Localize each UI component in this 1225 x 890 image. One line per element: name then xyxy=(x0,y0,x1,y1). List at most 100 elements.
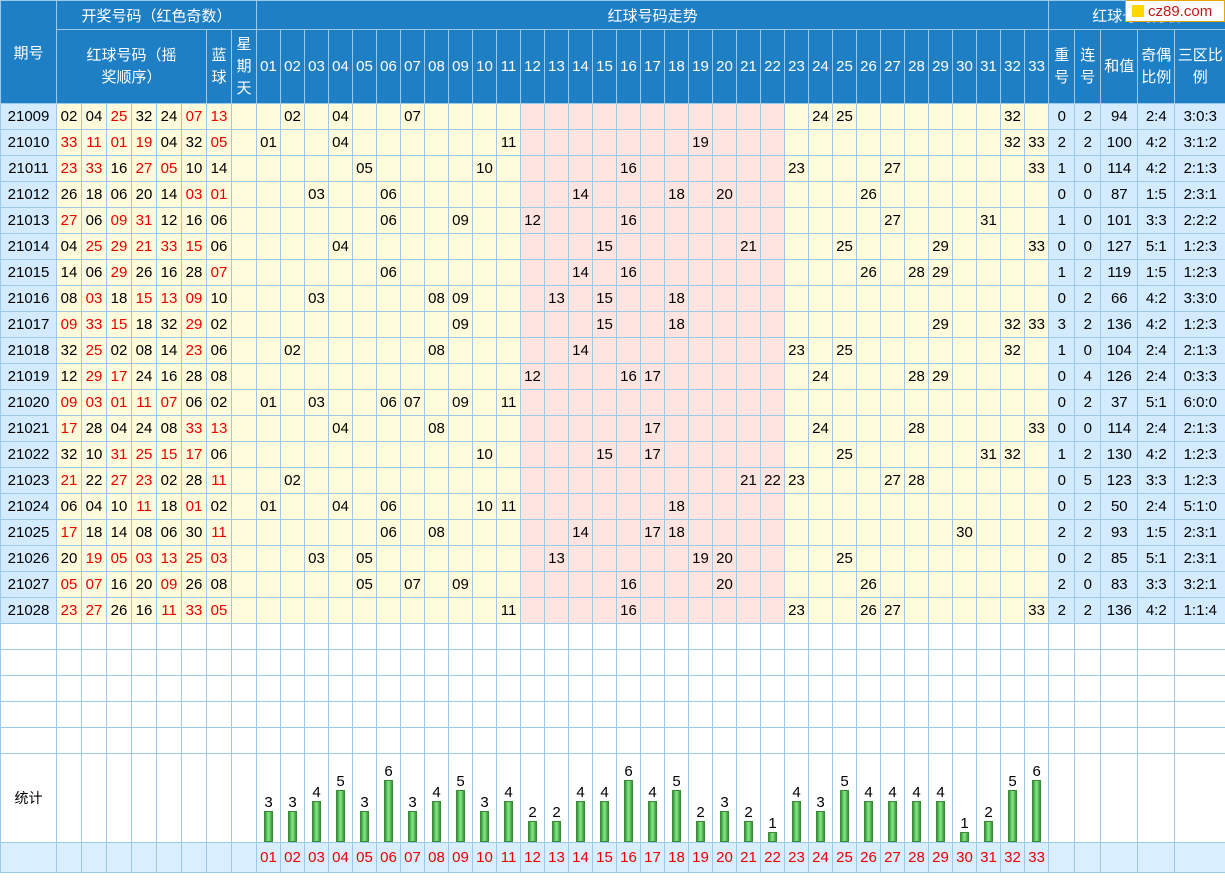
red-ball-cell: 05 xyxy=(156,155,182,182)
trend-cell xyxy=(712,337,738,364)
trend-cell xyxy=(304,493,330,520)
trend-cell xyxy=(640,259,666,286)
stats-bar-cell: 2 xyxy=(736,753,762,843)
stats-blank-cell xyxy=(1100,753,1139,843)
empty-cell xyxy=(736,701,762,728)
footer-number-row: 01 02 03 04 05 06 07 08 09 10 11 12 13 14 15 16 17 18 19 20… xyxy=(0,842,1225,873)
analysis-zone-cell: 3:0:3 xyxy=(1174,103,1225,130)
weekday-cell xyxy=(230,311,258,338)
empty-cell xyxy=(880,623,906,650)
trend-cell xyxy=(808,519,834,546)
trend-hit-cell: 15 xyxy=(592,233,618,260)
trend-number-header: 03 xyxy=(304,29,330,104)
trend-cell xyxy=(304,519,330,546)
trend-cell xyxy=(832,285,858,312)
trend-cell xyxy=(376,363,402,390)
trend-hit-cell: 16 xyxy=(616,207,642,234)
trend-cell xyxy=(328,285,354,312)
trend-cell xyxy=(880,233,906,260)
trend-cell xyxy=(496,519,522,546)
trend-cell xyxy=(280,597,306,624)
trend-cell xyxy=(760,285,786,312)
empty-cell xyxy=(616,623,642,650)
trend-cell xyxy=(712,519,738,546)
draw-row: 21015 14 06 29 26 16 28 07 06 14 16 26 28 29 1 2 119 1:5 1… xyxy=(0,259,1225,286)
trend-hit-cell: 30 xyxy=(952,519,978,546)
empty-cell xyxy=(568,649,594,676)
trend-hit-cell: 17 xyxy=(640,363,666,390)
empty-cell xyxy=(952,675,978,702)
trend-hit-cell: 22 xyxy=(760,467,786,494)
trend-cell xyxy=(400,233,426,260)
trend-cell xyxy=(808,285,834,312)
stats-bar-cell: 5 xyxy=(832,753,858,843)
trend-hit-cell: 32 xyxy=(1000,129,1026,156)
trend-cell xyxy=(520,415,546,442)
trend-cell xyxy=(448,545,474,572)
stats-bar-value: 4 xyxy=(792,784,801,801)
stats-bar xyxy=(984,821,994,842)
footer-number-cell: 27 xyxy=(880,842,906,873)
stats-blank-cell xyxy=(106,753,132,843)
trend-cell xyxy=(832,259,858,286)
trend-cell xyxy=(760,129,786,156)
trend-cell xyxy=(664,207,690,234)
empty-cell xyxy=(181,727,207,754)
red-ball-cell: 02 xyxy=(56,103,82,130)
trend-cell xyxy=(784,207,810,234)
empty-cell xyxy=(976,701,1002,728)
stats-bar-value: 5 xyxy=(840,773,849,790)
stats-bar-wrap: 2 xyxy=(738,755,760,842)
empty-cell xyxy=(904,675,930,702)
trend-cell xyxy=(544,181,570,208)
trend-hit-cell: 27 xyxy=(880,207,906,234)
red-ball-cell: 03 xyxy=(81,285,107,312)
stats-bar-wrap: 5 xyxy=(1002,755,1024,842)
trend-cell xyxy=(712,363,738,390)
trend-cell xyxy=(640,545,666,572)
empty-cell xyxy=(544,701,570,728)
red-ball-cell: 06 xyxy=(106,181,132,208)
trend-hit-cell: 29 xyxy=(928,363,954,390)
period-cell: 21024 xyxy=(0,493,57,520)
red-ball-cell: 33 xyxy=(181,415,207,442)
site-logo[interactable]: cz89.com xyxy=(1125,0,1225,22)
blue-ball-cell: 13 xyxy=(206,103,232,130)
weekday-cell xyxy=(230,597,258,624)
period-header: 期号 xyxy=(0,0,57,104)
trend-cell xyxy=(304,415,330,442)
empty-cell xyxy=(568,675,594,702)
red-ball-cell: 25 xyxy=(181,545,207,572)
trend-cell xyxy=(496,233,522,260)
trend-cell xyxy=(1000,363,1026,390)
trend-cell xyxy=(712,233,738,260)
trend-cell xyxy=(520,597,546,624)
trend-cell xyxy=(472,207,498,234)
trend-hit-cell: 06 xyxy=(376,389,402,416)
empty-cell xyxy=(496,701,522,728)
analysis-sum-cell: 50 xyxy=(1100,493,1139,520)
trend-cell xyxy=(472,129,498,156)
empty-cell xyxy=(472,675,498,702)
trend-cell xyxy=(352,493,378,520)
trend-cell xyxy=(544,363,570,390)
empty-cell xyxy=(664,675,690,702)
trend-cell xyxy=(616,285,642,312)
trend-cell xyxy=(760,545,786,572)
trend-hit-cell: 18 xyxy=(664,493,690,520)
empty-cell xyxy=(206,623,232,650)
empty-cell xyxy=(131,727,157,754)
trend-cell xyxy=(640,311,666,338)
stats-bar-value: 6 xyxy=(1032,763,1041,780)
trend-cell xyxy=(616,545,642,572)
footer-blank-cell xyxy=(156,842,182,873)
trend-hit-cell: 25 xyxy=(832,441,858,468)
trend-cell xyxy=(760,155,786,182)
trend-cell xyxy=(352,363,378,390)
trend-cell xyxy=(952,571,978,598)
trend-hit-cell: 32 xyxy=(1000,441,1026,468)
trend-cell xyxy=(832,129,858,156)
stats-bar xyxy=(336,790,346,842)
empty-cell xyxy=(640,675,666,702)
trend-cell xyxy=(376,337,402,364)
